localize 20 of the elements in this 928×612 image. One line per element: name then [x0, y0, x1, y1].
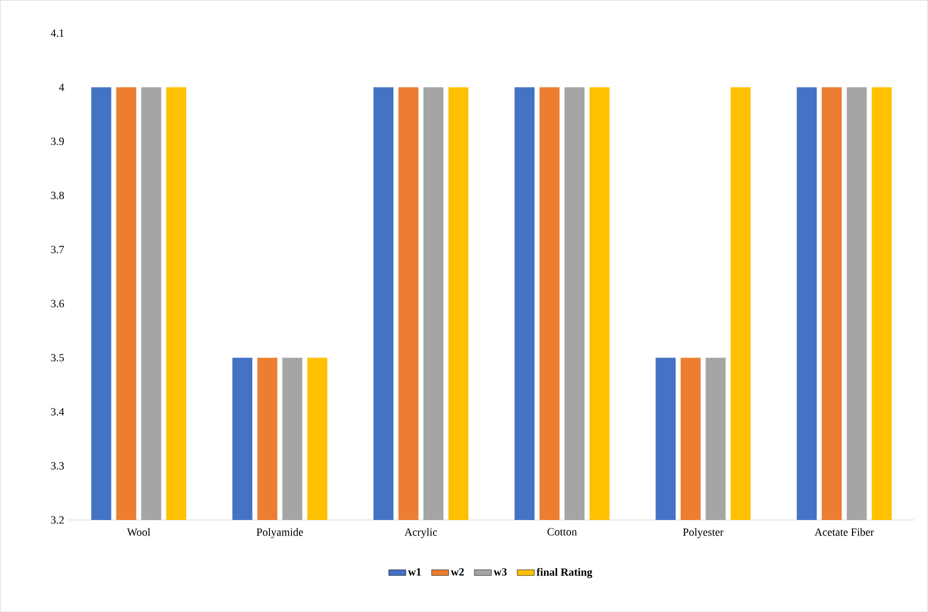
x-tick-label: Cotton — [548, 528, 577, 536]
x-tick-label: Polyester — [682, 528, 724, 538]
legend-label: w1 — [408, 568, 421, 576]
y-tick-label: 3.3 — [51, 462, 64, 470]
y-tick-label: 3.8 — [51, 192, 64, 200]
legend-label: w3 — [494, 568, 507, 576]
legend-label: w2 — [450, 568, 464, 576]
y-tick-label: 3.9 — [51, 138, 64, 146]
y-tick-label: 3.2 — [51, 516, 64, 524]
y-tick-label: 3.7 — [51, 246, 64, 254]
x-tick-label: Wool — [126, 528, 150, 536]
x-tick-label: Polyamide — [256, 528, 303, 538]
x-tick-label: Acetate Fiber — [814, 528, 874, 536]
legend-label: final Rating — [536, 568, 592, 578]
y-tick-label: 3.5 — [51, 354, 64, 362]
y-tick-label: 3.6 — [51, 300, 64, 308]
y-tick-label: 4 — [59, 84, 64, 91]
y-tick-label: 3.4 — [51, 408, 64, 416]
x-tick-label: Acrylic — [404, 528, 438, 538]
y-tick-label: 4.1 — [50, 29, 64, 37]
